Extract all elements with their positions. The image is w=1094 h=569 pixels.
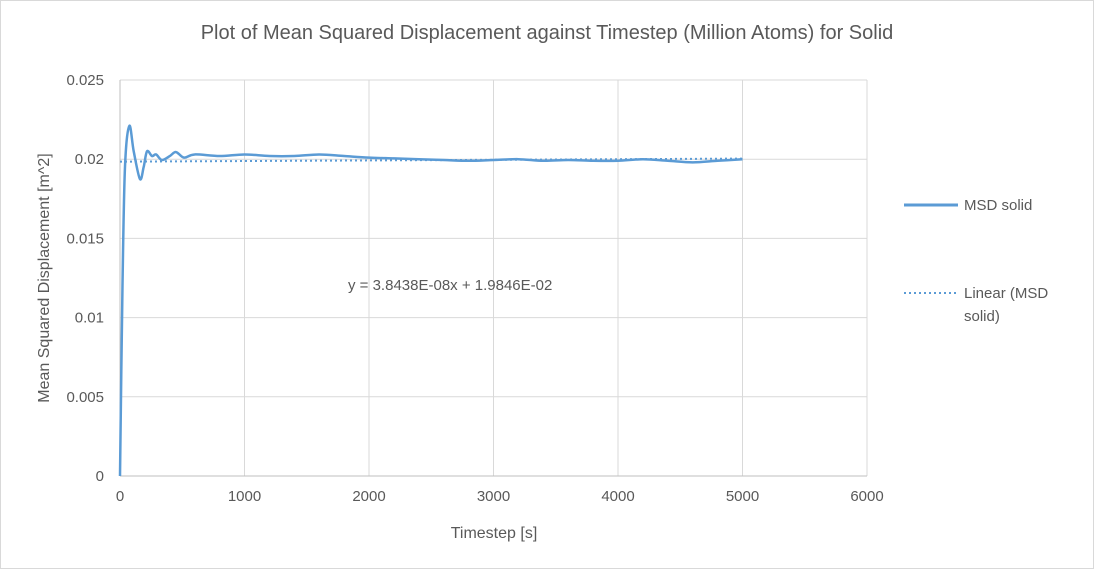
y-tick-label: 0: [96, 468, 104, 485]
y-tick-label: 0.01: [75, 310, 104, 327]
x-tick-label: 2000: [352, 488, 385, 505]
x-axis-label: Timestep [s]: [451, 525, 538, 542]
x-tick-label: 1000: [228, 488, 261, 505]
series-line-msd-solid: [118, 124, 743, 477]
y-tick-label: 0.005: [66, 389, 104, 406]
x-tick-label: 4000: [601, 488, 634, 505]
legend: MSD solid Linear (MSD solid): [904, 197, 1048, 325]
x-tick-label: 3000: [477, 488, 510, 505]
x-tick-label: 0: [116, 488, 124, 505]
chart-title: Plot of Mean Squared Displacement agains…: [201, 22, 894, 44]
y-tick-label: 0.02: [75, 151, 104, 168]
y-tick-label: 0.015: [66, 230, 104, 247]
y-axis-label: Mean Squared Displacement [m^2]: [36, 153, 53, 402]
legend-label-linear-1: Linear (MSD: [964, 285, 1048, 302]
legend-label-linear-2: solid): [964, 308, 1000, 325]
legend-label-msd: MSD solid: [964, 197, 1032, 214]
x-tick-label: 5000: [726, 488, 759, 505]
y-tick-label: 0.025: [66, 72, 104, 89]
trendline-equation: y = 3.8438E-08x + 1.9846E-02: [348, 277, 552, 294]
x-tick-label: 6000: [850, 488, 883, 505]
